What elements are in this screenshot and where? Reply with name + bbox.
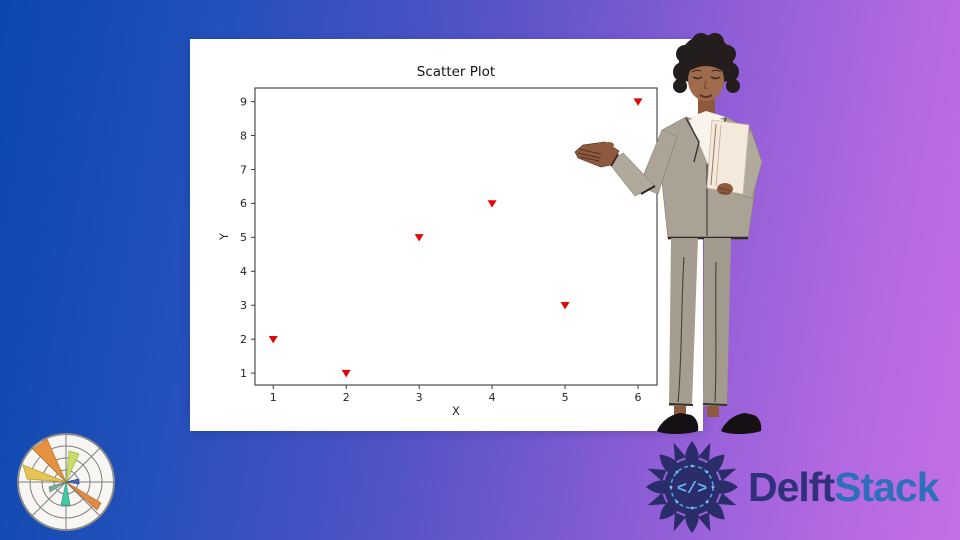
logo-wordmark: DelftStack bbox=[748, 463, 940, 511]
x-tick-label: 3 bbox=[416, 391, 423, 404]
x-tick-label: 1 bbox=[270, 391, 277, 404]
polar-chart-icon bbox=[17, 433, 115, 531]
presenter-cuff-line bbox=[610, 153, 619, 167]
presenter-book bbox=[706, 119, 750, 195]
y-tick-label: 4 bbox=[240, 265, 247, 278]
y-tick-label: 1 bbox=[240, 367, 247, 380]
delftstack-logo: </> DelftStack bbox=[642, 437, 952, 537]
y-tick-label: 6 bbox=[240, 197, 247, 210]
presenter-trouser-cuffs bbox=[668, 403, 728, 406]
presenter-right-ankle bbox=[707, 406, 719, 417]
presenter-left-shoe bbox=[657, 413, 699, 434]
x-axis-label: X bbox=[452, 404, 460, 418]
scatter-point bbox=[560, 302, 570, 310]
code-glyph: </> bbox=[677, 480, 708, 499]
presenter-illustration bbox=[574, 33, 763, 434]
y-tick-label: 3 bbox=[240, 299, 247, 312]
scatter-point bbox=[633, 98, 643, 106]
presenter-right-leg bbox=[703, 238, 731, 406]
presenter-sleeve-shadow bbox=[640, 185, 656, 195]
presenter-right-upper-arm bbox=[638, 129, 678, 195]
x-tick-label: 4 bbox=[489, 391, 496, 404]
logo-text-delft: Delft bbox=[748, 463, 835, 510]
scatter-plot: 1 2 3 4 5 6 1 2 3 4 5 6 7 8 9 Scatter Plot X Y bbox=[217, 64, 658, 418]
presenter-left-hand-fingers bbox=[718, 187, 732, 195]
y-tick-label: 5 bbox=[240, 231, 247, 244]
presenter-trouser-creases bbox=[677, 256, 717, 403]
scatter-point bbox=[341, 369, 351, 378]
presenter-left-ankle bbox=[674, 406, 686, 417]
axes-frame bbox=[254, 87, 658, 386]
scatter-point bbox=[487, 200, 497, 208]
chart-title: Scatter Plot bbox=[417, 64, 495, 80]
y-tick-label: 8 bbox=[240, 129, 247, 142]
presenter-right-shoe bbox=[721, 413, 762, 434]
presenter-right-hand bbox=[574, 141, 620, 168]
scatter-point bbox=[414, 234, 424, 242]
delftstack-logo-icon: </> bbox=[646, 441, 738, 533]
plot-card: 1 2 3 4 5 6 1 2 3 4 5 6 7 8 9 Scatter Plot X Y bbox=[190, 39, 703, 431]
y-tick-label: 9 bbox=[240, 95, 247, 108]
x-tick-label: 6 bbox=[635, 391, 642, 404]
scatter-point bbox=[268, 335, 278, 344]
logo-text-stack: Stack bbox=[834, 463, 939, 510]
presenter-face bbox=[688, 58, 724, 101]
y-tick-label: 7 bbox=[240, 163, 247, 176]
x-tick-label: 5 bbox=[562, 391, 569, 404]
y-tick-label: 2 bbox=[240, 333, 247, 346]
x-tick-label: 2 bbox=[343, 391, 350, 404]
presenter-left-leg bbox=[669, 238, 698, 406]
presenter-lapel-left bbox=[685, 117, 700, 163]
y-axis-label: Y bbox=[217, 232, 231, 241]
